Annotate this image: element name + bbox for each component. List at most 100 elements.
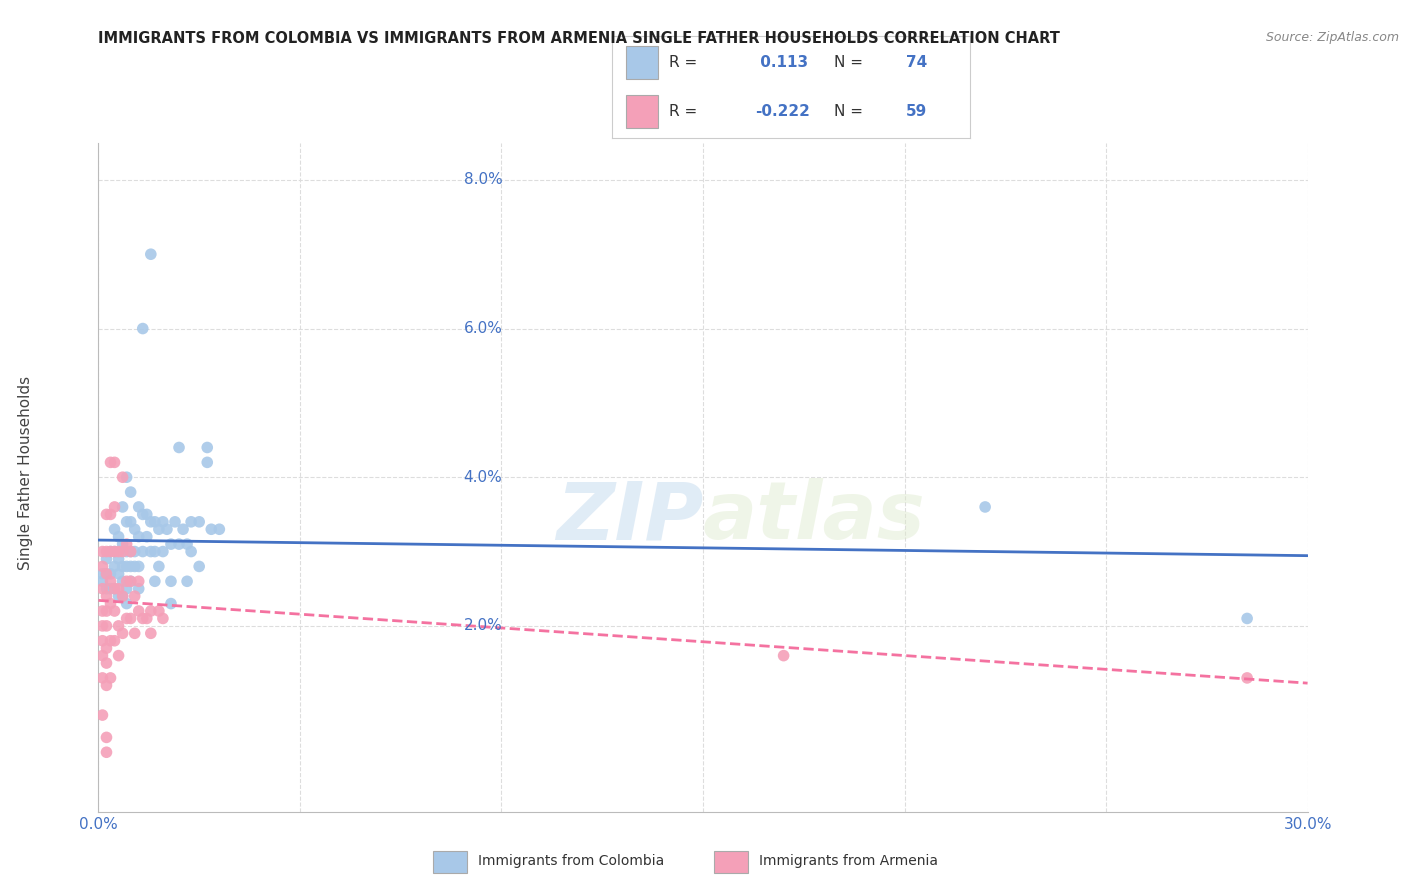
Point: [208, 522, 231, 536]
Text: Source: ZipAtlas.com: Source: ZipAtlas.com: [1265, 31, 1399, 45]
Point: [91, 708, 114, 723]
Point: [107, 552, 129, 566]
Point: [103, 582, 125, 596]
Point: [115, 597, 138, 611]
Point: [96, 566, 118, 581]
Point: [128, 530, 150, 544]
Point: [128, 500, 150, 514]
Point: [91, 671, 114, 685]
Point: [180, 544, 202, 558]
Point: [111, 589, 134, 603]
Point: [100, 566, 122, 581]
Point: [100, 633, 122, 648]
Point: [195, 441, 218, 455]
Point: [115, 611, 138, 625]
Point: [124, 589, 146, 603]
Point: [195, 455, 218, 469]
Text: 8.0%: 8.0%: [464, 172, 502, 187]
Point: [103, 544, 125, 558]
Point: [100, 508, 122, 522]
Point: [103, 633, 125, 648]
Point: [115, 559, 138, 574]
Text: N =: N =: [834, 54, 863, 70]
Point: [103, 604, 125, 618]
Point: [128, 604, 150, 618]
Point: [96, 656, 118, 670]
Point: [96, 745, 118, 759]
Point: [124, 522, 146, 536]
Bar: [714, 851, 748, 873]
Point: [100, 671, 122, 685]
Bar: [626, 45, 658, 78]
Point: [91, 582, 114, 596]
Point: [172, 522, 194, 536]
Point: [100, 544, 122, 558]
Point: [100, 455, 122, 469]
Text: 4.0%: 4.0%: [464, 470, 502, 484]
Point: [107, 530, 129, 544]
Point: [128, 574, 150, 589]
Text: 0.0%: 0.0%: [79, 817, 118, 832]
Point: [152, 515, 174, 529]
Point: [111, 559, 134, 574]
Point: [132, 508, 155, 522]
Point: [139, 626, 162, 640]
Point: [120, 544, 142, 558]
Point: [143, 544, 166, 558]
Point: [124, 559, 146, 574]
Point: [107, 619, 129, 633]
Point: [107, 582, 129, 596]
Point: [115, 515, 138, 529]
Text: Immigrants from Colombia: Immigrants from Colombia: [478, 855, 664, 868]
Point: [135, 530, 157, 544]
Point: [115, 470, 138, 484]
Point: [120, 574, 142, 589]
Point: [160, 537, 183, 551]
Point: [115, 582, 138, 596]
Point: [139, 604, 162, 618]
Point: [100, 574, 122, 589]
Text: ZIP: ZIP: [555, 478, 703, 557]
Text: 74: 74: [905, 54, 927, 70]
Point: [96, 544, 118, 558]
Point: [139, 247, 162, 261]
Text: -0.222: -0.222: [755, 104, 810, 120]
Point: [100, 582, 122, 596]
Point: [96, 508, 118, 522]
Text: 2.0%: 2.0%: [464, 618, 502, 633]
Text: 30.0%: 30.0%: [1284, 817, 1331, 832]
Point: [120, 611, 142, 625]
Text: R =: R =: [669, 54, 697, 70]
Point: [132, 611, 155, 625]
Point: [100, 544, 122, 558]
Point: [96, 582, 118, 596]
Point: [148, 559, 170, 574]
Text: Single Father Households: Single Father Households: [18, 376, 32, 570]
Point: [120, 485, 142, 500]
Point: [96, 604, 118, 618]
Point: [128, 582, 150, 596]
Point: [96, 552, 118, 566]
Point: [91, 648, 114, 663]
Point: [163, 515, 186, 529]
Point: [132, 321, 155, 335]
Point: [188, 515, 211, 529]
Point: [103, 559, 125, 574]
Text: 6.0%: 6.0%: [464, 321, 502, 336]
Point: [103, 522, 125, 536]
Bar: [626, 95, 658, 128]
Bar: [433, 851, 467, 873]
Point: [115, 574, 138, 589]
Point: [111, 470, 134, 484]
Point: [1236, 611, 1258, 625]
Point: [107, 589, 129, 603]
Point: [120, 515, 142, 529]
Point: [91, 633, 114, 648]
Point: [103, 500, 125, 514]
Point: [96, 641, 118, 656]
Point: [135, 611, 157, 625]
Point: [139, 515, 162, 529]
Point: [135, 508, 157, 522]
Point: [115, 544, 138, 558]
Point: [188, 559, 211, 574]
